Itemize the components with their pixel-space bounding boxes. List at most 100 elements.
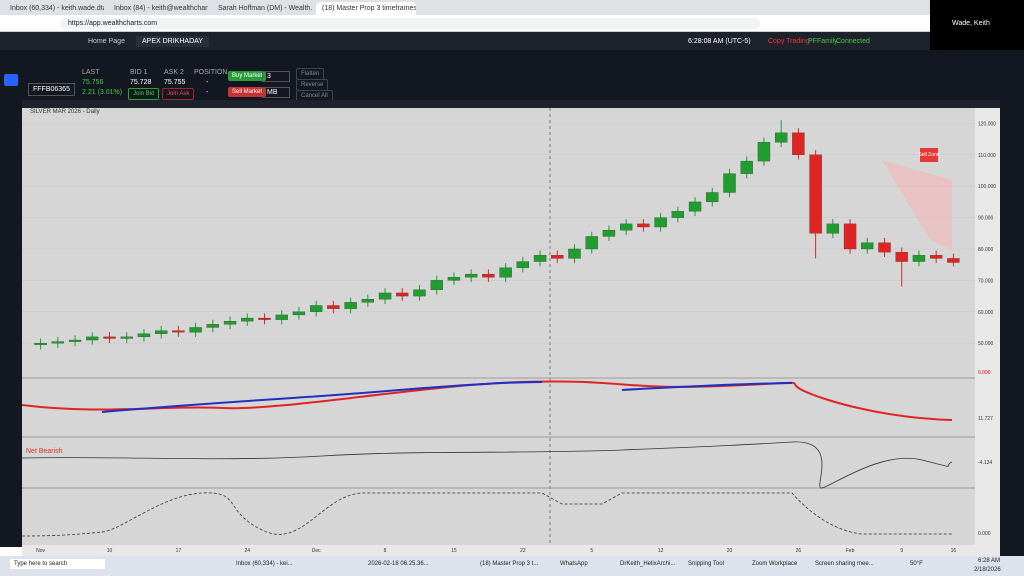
bid: 75.728 (130, 79, 152, 86)
x-tick-label: 8 (384, 548, 387, 554)
url[interactable]: https://app.wealthcharts.com (60, 18, 760, 29)
y-tick-label: 110.000 (978, 153, 996, 159)
clock: 6:28 AM (978, 558, 1001, 564)
x-tick-label: 10 (107, 548, 113, 554)
add-button[interactable] (4, 74, 18, 86)
y-tick-label: 50.000 (978, 341, 994, 347)
x-tick-label: 22 (520, 548, 526, 554)
x-tick-label: 12 (658, 548, 664, 554)
candle-body (654, 217, 667, 228)
candle-body (120, 336, 133, 339)
candle-body (619, 223, 633, 231)
candle-body (344, 302, 357, 309)
tab-bar: Inbox (60,334) - keith.wade.dtad... Inbo… (0, 0, 930, 15)
panel-value: 0.000 (978, 370, 991, 376)
y-tick-label: 100.000 (978, 184, 996, 190)
candle-body (327, 305, 340, 309)
candle-body (51, 341, 65, 344)
candle-body (723, 173, 736, 193)
momentum-line (22, 441, 953, 489)
candle-body (34, 343, 47, 345)
browser-tab[interactable]: Sarah Hoffman (DM) - Wealth... (218, 5, 312, 12)
candle-body (361, 299, 375, 303)
x-tick-label: Feb (846, 548, 855, 554)
browser-tab[interactable]: Inbox (84) - keith@wealthcharts... (114, 5, 208, 12)
app-tab[interactable]: Home Page (88, 38, 125, 45)
candle-body (447, 277, 461, 281)
sell-market[interactable]: Sell Market (228, 87, 267, 97)
y-tick-label: 90.000 (978, 216, 994, 222)
account[interactable]: PFFamily (808, 38, 838, 45)
taskbar-item[interactable]: Zoom Workplace (752, 561, 798, 567)
candle-body (86, 336, 99, 341)
side-bar (1000, 100, 1024, 556)
candle-body (292, 311, 306, 316)
candle-body (774, 132, 788, 143)
x-tick-label: Nov (36, 548, 45, 554)
candle-body (275, 314, 288, 320)
candle-body (878, 242, 891, 253)
buy-market[interactable]: Buy Market (228, 71, 267, 81)
chart-tab-strip (22, 100, 1024, 108)
sentiment: Net Bearish (26, 448, 63, 455)
x-tick-label: 24 (244, 548, 250, 554)
oscillator-line (22, 380, 953, 421)
candle-body (809, 154, 822, 234)
candle-body (551, 255, 564, 259)
clock: 6:28:08 AM (UTC-5) (688, 38, 751, 45)
candle-body (464, 273, 478, 278)
taskbar-item[interactable]: Inbox (60,334) - kei... (236, 561, 293, 567)
candle-body (947, 258, 960, 263)
browser-tab[interactable]: (18) Master Prop 3 timeframes -... (316, 2, 416, 15)
candle-body (895, 251, 908, 262)
taskbar-item[interactable]: Screen sharing mee... (815, 561, 874, 567)
copy-trading[interactable]: Copy Trading (768, 38, 810, 45)
x-tick-label: 15 (451, 548, 457, 554)
taskbar-item[interactable]: DrKeith_HelixArchi... (620, 561, 676, 567)
y-tick-label: 60.000 (978, 310, 994, 316)
join-bid[interactable]: Join Bid (128, 88, 160, 100)
x-tick-label: 5 (590, 548, 593, 554)
label: BID 1 (130, 69, 148, 76)
chart: SILVER MAR 2026 - Daily Sell Zone Net Be… (22, 100, 1024, 556)
y-tick-label: 120.000 (978, 121, 996, 127)
x-tick-label: 20 (727, 548, 733, 554)
taskbar-item[interactable]: Snipping Tool (688, 561, 724, 567)
candle-body (826, 223, 840, 234)
change: 2.21 (3.01%) (82, 89, 123, 96)
chart-bg (22, 108, 975, 545)
candle-body (706, 192, 719, 203)
candle-body (396, 292, 409, 297)
sell-zone-tag (920, 148, 938, 162)
address-bar: https://app.wealthcharts.com (0, 15, 930, 32)
symbol[interactable]: FFFB06365 (28, 83, 75, 96)
candle-body (688, 201, 702, 212)
position: - (206, 79, 209, 86)
panel-value: 0.000 (978, 531, 991, 537)
order-type[interactable]: MB (262, 87, 290, 98)
candle-body (757, 142, 771, 162)
candle-body (585, 236, 598, 250)
panel-value: 11.727 (978, 416, 993, 422)
date: 2/18/2026 (974, 567, 1001, 573)
order-panel: FFFB06365 LAST 75.756 2.21 (3.01%) BID 1… (22, 50, 1024, 102)
y-tick-label: 80.000 (978, 247, 994, 253)
browser-tab[interactable]: Inbox (60,334) - keith.wade.dtad... (10, 5, 104, 12)
quantity[interactable]: 3 (262, 71, 290, 82)
y-tick-label: 70.000 (978, 278, 994, 284)
candle-body (671, 211, 685, 218)
candle-body (189, 327, 202, 333)
last: 75.756 (82, 79, 104, 86)
sell-zone-area (882, 160, 952, 250)
candle-body (792, 132, 805, 155)
search-box[interactable]: Type here to search (10, 559, 105, 569)
taskbar-item[interactable]: (18) Master Prop 3 t... (480, 561, 539, 567)
join-ask[interactable]: Join Ask (162, 88, 195, 100)
candle-body (413, 289, 426, 297)
candle-body (843, 223, 857, 250)
label: LAST (82, 69, 100, 76)
app-tab[interactable]: APEX DRIKHADAY (136, 36, 209, 47)
taskbar-item[interactable]: 2026-02-18 06.25.36... (368, 561, 429, 567)
chart-title: SILVER MAR 2026 - Daily (30, 109, 100, 115)
taskbar-item[interactable]: WhatsApp (560, 561, 588, 567)
